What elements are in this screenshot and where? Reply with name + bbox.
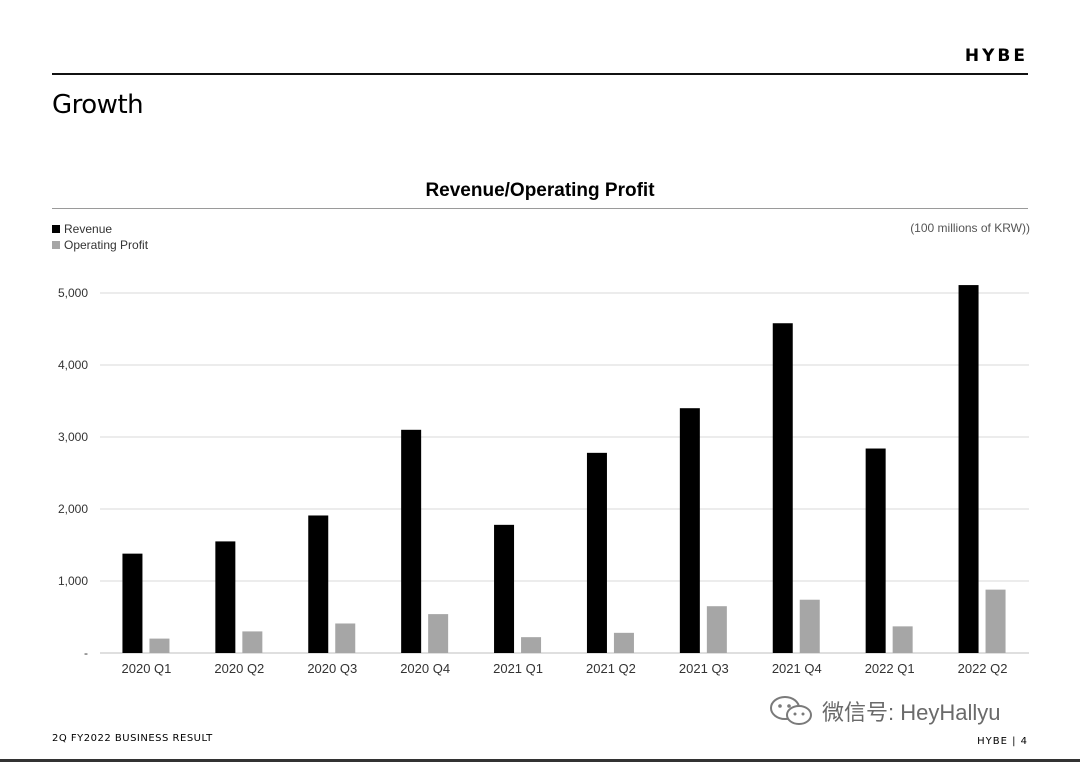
x-tick-label: 2020 Q2 [214,661,264,676]
bar-revenue [308,515,329,653]
watermark-text: 微信号: HeyHallyu [822,700,1001,725]
bar-operating-profit [892,626,913,653]
x-tick-label: 2022 Q1 [865,661,915,676]
bar-operating-profit [799,599,820,653]
legend-label-revenue: Revenue [64,222,113,236]
x-tick-label: 2021 Q4 [772,661,822,676]
watermark: 微信号: HeyHallyu [768,695,1000,727]
bar-operating-profit [149,638,170,653]
y-tick-label: 2,000 [58,502,88,516]
wechat-icon [770,696,812,725]
y-axis-ticks: - 1,000 2,000 3,000 4,000 5,000 [58,286,88,660]
y-tick-label: 5,000 [58,286,88,300]
bars [122,285,1006,653]
bar-revenue [215,541,236,653]
bar-revenue [494,524,515,653]
bar-operating-profit [706,606,727,653]
brand-logo: HYBE [964,46,1028,66]
bar-operating-profit [335,623,356,653]
page-title: Growth [52,90,144,120]
y-tick-label: - [84,646,88,660]
x-tick-label: 2022 Q2 [958,661,1008,676]
x-tick-label: 2021 Q2 [586,661,636,676]
header-rule [52,73,1028,75]
bar-operating-profit [428,614,449,653]
bar-operating-profit [521,637,542,653]
legend-label-operating-profit: Operating Profit [64,238,149,252]
bar-revenue [586,452,607,653]
y-tick-label: 3,000 [58,430,88,444]
bar-revenue [679,408,700,653]
y-tick-label: 4,000 [58,358,88,372]
x-tick-label: 2021 Q1 [493,661,543,676]
footer-report-title: 2Q FY2022 BUSINESS RESULT [52,733,213,744]
x-tick-label: 2020 Q3 [307,661,357,676]
chart-title-rule [52,208,1028,209]
x-axis-ticks: 2020 Q1 2020 Q2 2020 Q3 2020 Q4 2021 Q1 2021 … [122,661,1008,676]
chart-title: Revenue/Operating Profit [425,180,655,201]
legend-item-revenue: Revenue [52,221,148,237]
x-tick-label: 2020 Q1 [122,661,172,676]
x-tick-label: 2020 Q4 [400,661,450,676]
unit-note: (100 millions of KRW)) [910,221,1030,235]
x-tick-label: 2021 Q3 [679,661,729,676]
bar-revenue [772,323,793,653]
bar-operating-profit [985,589,1006,653]
bar-operating-profit [242,631,263,653]
bar-operating-profit [613,632,634,653]
chart-legend: Revenue Operating Profit [52,221,148,253]
bottom-rule [0,759,1080,762]
y-tick-label: 1,000 [58,574,88,588]
footer-page-number: HYBE | 4 [977,736,1028,747]
bar-revenue [958,285,979,653]
bar-revenue [865,448,886,653]
grid-lines [100,292,1029,654]
bar-revenue [401,429,422,653]
legend-item-operating-profit: Operating Profit [52,237,148,253]
legend-swatch-operating-profit [52,241,60,249]
legend-swatch-revenue [52,225,60,233]
bar-revenue [122,553,143,653]
